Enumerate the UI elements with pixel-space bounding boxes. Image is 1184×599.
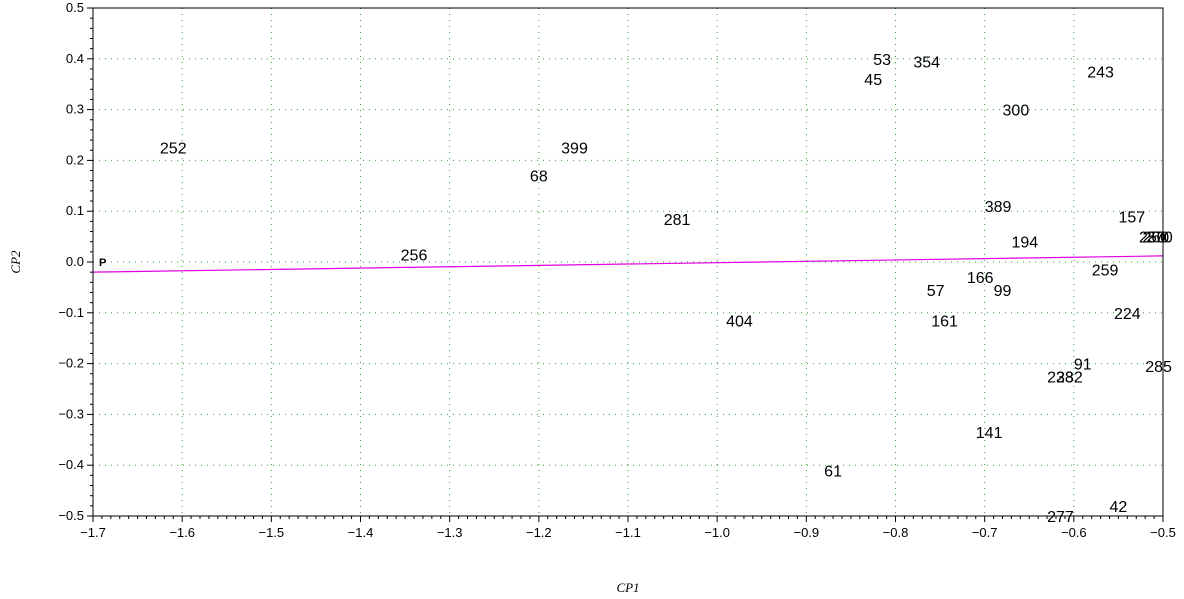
point-label: 194 — [1011, 235, 1038, 252]
x-tick-label: −0.7 — [972, 525, 998, 540]
point-label: 141 — [976, 425, 1003, 442]
y-tick-label: 0.1 — [66, 203, 84, 218]
reference-line-label: P — [99, 257, 106, 269]
point-label: 57 — [927, 283, 945, 300]
point-label: 252 — [160, 141, 187, 158]
reference-line-path — [92, 255, 1164, 273]
point-labels: 252 399 68 281 256 404 53 354 45 243 300 389 157 194 2… — [160, 52, 1173, 526]
y-tick-label: −0.1 — [58, 305, 84, 320]
point-label: 389 — [985, 199, 1012, 216]
x-axis-title: CP1 — [616, 580, 639, 595]
x-tick-label: −1.7 — [80, 525, 106, 540]
x-tick-label: −1.3 — [437, 525, 463, 540]
y-tick-label: 0.2 — [66, 152, 84, 167]
x-tick-label: −1.5 — [258, 525, 284, 540]
y-tick-label: 0.5 — [66, 0, 84, 15]
point-label: 404 — [726, 313, 753, 330]
x-tick-label: −1.1 — [615, 525, 641, 540]
point-label: 68 — [530, 169, 548, 186]
point-label: 270 — [1146, 230, 1173, 247]
point-label: 161 — [931, 313, 958, 330]
point-label: 300 — [1003, 103, 1030, 120]
x-tick-label: −1.2 — [526, 525, 552, 540]
y-tick-label: −0.5 — [58, 508, 84, 523]
y-tick-label: 0.4 — [66, 51, 84, 66]
point-label: 238 — [1047, 369, 1074, 386]
point-label: 250 — [1139, 230, 1166, 247]
x-tick-label: −1.6 — [169, 525, 195, 540]
x-tick-label: −0.5 — [1150, 525, 1176, 540]
point-label: 277 — [1047, 509, 1074, 526]
point-label: 281 — [664, 212, 691, 229]
point-label: 224 — [1114, 306, 1141, 323]
point-label: 53 — [873, 52, 891, 69]
point-label: 399 — [561, 141, 588, 158]
grid-lines — [93, 8, 1163, 516]
x-tick-label: −0.9 — [793, 525, 819, 540]
y-tick-label: 0.0 — [66, 254, 84, 269]
point-label: 166 — [967, 270, 994, 287]
x-tick-label: −1.0 — [704, 525, 730, 540]
point-label: 61 — [824, 463, 842, 480]
point-label: 285 — [1145, 359, 1172, 376]
axis-ticks: −1.7 −1.6 −1.5 −1.4 −1.3 −1.2 −1.1 −1.0 −0.9 −0.8… — [58, 0, 1176, 540]
y-tick-label: −0.3 — [58, 406, 84, 421]
point-label: 354 — [913, 54, 940, 71]
point-label: 232 — [1056, 369, 1083, 386]
point-label: 157 — [1118, 209, 1145, 226]
point-label: 243 — [1087, 65, 1114, 82]
point-label: 99 — [994, 283, 1012, 300]
point-label: 42 — [1110, 499, 1128, 516]
x-tick-label: −0.8 — [883, 525, 909, 540]
point-label: 45 — [864, 72, 882, 89]
y-tick-label: 0.3 — [66, 102, 84, 117]
y-axis-title: CP2 — [8, 250, 23, 274]
y-tick-label: −0.2 — [58, 356, 84, 371]
x-tick-label: −0.6 — [1061, 525, 1087, 540]
point-label: 91 — [1074, 357, 1092, 374]
point-label: 256 — [401, 247, 428, 264]
reference-line: P — [92, 255, 1164, 273]
x-tick-label: −1.4 — [348, 525, 374, 540]
y-tick-label: −0.4 — [58, 457, 84, 472]
point-label: 259 — [1092, 263, 1119, 280]
